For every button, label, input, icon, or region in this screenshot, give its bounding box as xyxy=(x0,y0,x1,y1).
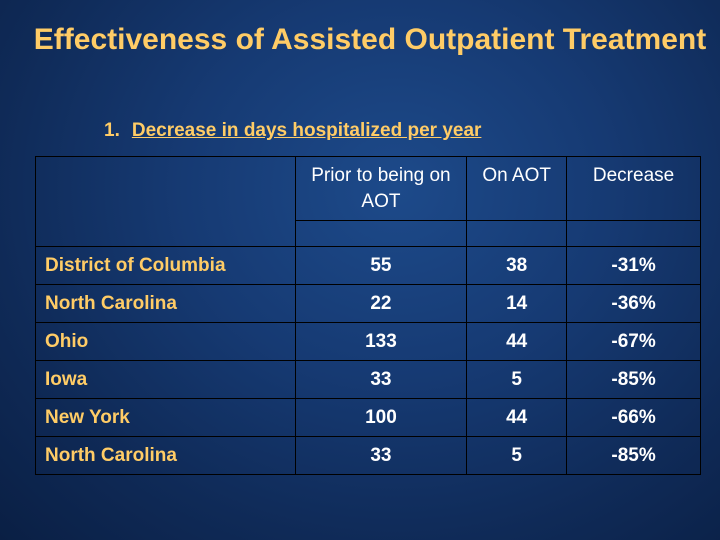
row-label: Ohio xyxy=(35,322,296,361)
prior-value: 22 xyxy=(294,284,468,323)
header-empty-cell xyxy=(35,156,296,247)
subtitle-number: 1. xyxy=(104,120,120,141)
decrease-value: -85% xyxy=(566,436,701,475)
table-row: New York 100 44 -66% xyxy=(35,398,701,437)
prior-value: 33 xyxy=(294,360,468,399)
row-label: Iowa xyxy=(35,360,296,399)
on-aot-value: 14 xyxy=(466,284,568,323)
decrease-value: -85% xyxy=(566,360,701,399)
column-header-on-aot: On AOT xyxy=(466,156,568,221)
column-header-decrease: Decrease xyxy=(566,156,701,221)
slide-title: Effectiveness of Assisted Outpatient Tre… xyxy=(33,23,707,56)
row-label: North Carolina xyxy=(35,436,296,475)
on-aot-value: 5 xyxy=(466,360,568,399)
on-aot-value: 5 xyxy=(466,436,568,475)
column-header-prior: Prior to being on AOT xyxy=(294,156,468,221)
subtitle-text: Decrease in days hospitalized per year xyxy=(131,120,482,141)
on-aot-value: 38 xyxy=(466,246,568,285)
data-table: Prior to being on AOT On AOT Decrease Di… xyxy=(35,156,701,475)
prior-value: 133 xyxy=(294,322,468,361)
prior-value: 55 xyxy=(294,246,468,285)
row-label: District of Columbia xyxy=(35,246,296,285)
spacer-cell xyxy=(294,220,468,247)
on-aot-value: 44 xyxy=(466,322,568,361)
prior-value: 33 xyxy=(294,436,468,475)
table-row: District of Columbia 55 38 -31% xyxy=(35,246,701,285)
table-row: Ohio 133 44 -67% xyxy=(35,322,701,361)
spacer-cell xyxy=(466,220,568,247)
prior-value: 100 xyxy=(294,398,468,437)
table-row: North Carolina 22 14 -36% xyxy=(35,284,701,323)
header-row: Prior to being on AOT On AOT Decrease xyxy=(35,156,701,247)
row-label: North Carolina xyxy=(35,284,296,323)
table-row: Iowa 33 5 -85% xyxy=(35,360,701,399)
decrease-value: -36% xyxy=(566,284,701,323)
decrease-value: -31% xyxy=(566,246,701,285)
subtitle: 1. Decrease in days hospitalized per year xyxy=(104,120,481,142)
spacer-cell xyxy=(566,220,701,247)
decrease-value: -66% xyxy=(566,398,701,437)
table-row: North Carolina 33 5 -85% xyxy=(35,436,701,475)
decrease-value: -67% xyxy=(566,322,701,361)
row-label: New York xyxy=(35,398,296,437)
on-aot-value: 44 xyxy=(466,398,568,437)
